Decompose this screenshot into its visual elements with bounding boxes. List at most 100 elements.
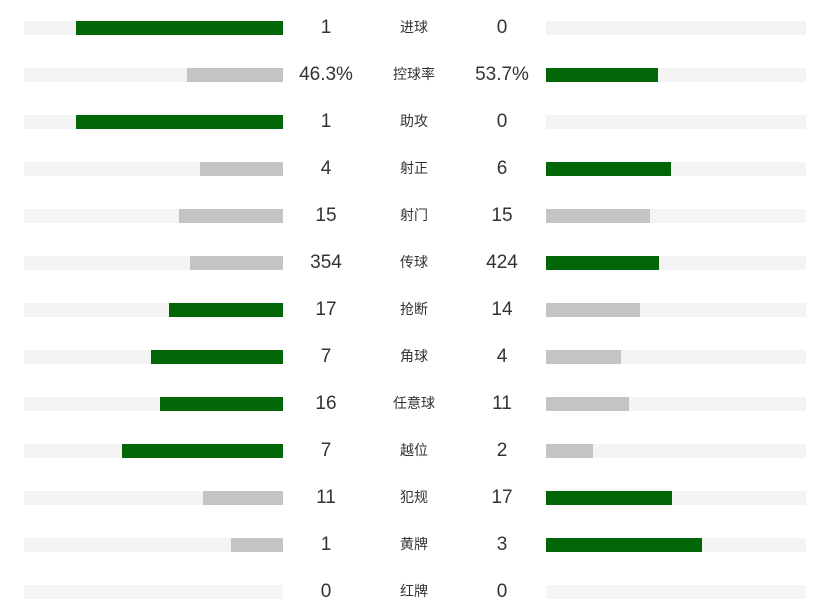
home-bar-track bbox=[24, 538, 283, 552]
home-value: 4 bbox=[320, 158, 332, 179]
stat-row: 46.3% 控球率 53.7% bbox=[0, 64, 813, 85]
stat-label: 黄牌 bbox=[400, 537, 428, 553]
stat-row: 4 射正 6 bbox=[0, 158, 813, 179]
stat-row: 7 越位 2 bbox=[0, 440, 813, 461]
stat-label: 射正 bbox=[400, 161, 428, 177]
away-value: 2 bbox=[496, 440, 508, 461]
home-bar-fill bbox=[75, 115, 283, 129]
stat-row: 11 犯规 17 bbox=[0, 487, 813, 508]
away-bar-track bbox=[546, 162, 806, 176]
away-value: 11 bbox=[492, 393, 512, 414]
home-bar-fill bbox=[189, 256, 283, 270]
home-bar-fill bbox=[122, 444, 283, 458]
stat-row: 7 角球 4 bbox=[0, 346, 813, 367]
home-value: 16 bbox=[315, 393, 337, 414]
away-value: 14 bbox=[491, 299, 513, 320]
home-bar-track bbox=[24, 350, 283, 364]
home-bar-fill bbox=[200, 162, 283, 176]
away-value: 3 bbox=[496, 534, 508, 555]
home-bar-track bbox=[24, 444, 283, 458]
home-bar-track bbox=[24, 491, 283, 505]
away-value: 0 bbox=[496, 17, 508, 38]
home-bar-fill bbox=[231, 538, 283, 552]
away-bar-track bbox=[546, 115, 806, 129]
home-bar-fill bbox=[202, 491, 283, 505]
stat-label: 控球率 bbox=[393, 67, 435, 83]
stat-label: 角球 bbox=[400, 349, 428, 365]
away-value: 0 bbox=[496, 111, 508, 132]
stat-row: 17 抢断 14 bbox=[0, 299, 813, 320]
away-bar-track bbox=[546, 209, 806, 223]
home-bar-fill bbox=[159, 397, 283, 411]
stat-label: 犯规 bbox=[400, 490, 428, 506]
home-value: 11 bbox=[316, 487, 336, 508]
home-bar-track bbox=[24, 68, 283, 82]
away-value: 4 bbox=[496, 346, 508, 367]
away-value: 424 bbox=[486, 252, 518, 273]
away-bar-fill bbox=[546, 256, 660, 270]
stat-label: 红牌 bbox=[400, 584, 428, 600]
stat-row: 1 黄牌 3 bbox=[0, 534, 813, 555]
away-bar-track bbox=[546, 397, 806, 411]
home-bar-track bbox=[24, 397, 283, 411]
home-value: 7 bbox=[320, 346, 332, 367]
away-bar-track bbox=[546, 350, 806, 364]
home-bar-track bbox=[24, 585, 283, 599]
away-bar-fill bbox=[546, 350, 622, 364]
stat-row: 0 红牌 0 bbox=[0, 581, 813, 602]
away-bar-track bbox=[546, 303, 806, 317]
away-bar-track bbox=[546, 538, 806, 552]
stat-label: 助攻 bbox=[400, 114, 428, 130]
away-value: 15 bbox=[491, 205, 513, 226]
away-bar-fill bbox=[546, 444, 593, 458]
home-value: 17 bbox=[315, 299, 337, 320]
home-value: 0 bbox=[320, 581, 332, 602]
away-bar-fill bbox=[546, 491, 673, 505]
away-bar-fill bbox=[546, 162, 671, 176]
home-bar-track bbox=[24, 303, 283, 317]
stat-label: 传球 bbox=[400, 255, 428, 271]
away-bar-track bbox=[546, 256, 806, 270]
stat-label: 任意球 bbox=[393, 396, 435, 412]
away-bar-track bbox=[546, 444, 806, 458]
home-bar-track bbox=[24, 115, 283, 129]
home-value: 46.3% bbox=[299, 64, 353, 85]
home-value: 354 bbox=[310, 252, 342, 273]
home-bar-track bbox=[24, 256, 283, 270]
away-value: 6 bbox=[496, 158, 508, 179]
away-bar-track bbox=[546, 68, 806, 82]
stat-row: 16 任意球 11 bbox=[0, 393, 813, 414]
home-value: 1 bbox=[320, 17, 332, 38]
home-bar-fill bbox=[75, 21, 283, 35]
stat-label: 进球 bbox=[400, 20, 428, 36]
home-value: 1 bbox=[320, 534, 332, 555]
stat-row: 15 射门 15 bbox=[0, 205, 813, 226]
stat-label: 抢断 bbox=[400, 302, 428, 318]
stat-row: 1 助攻 0 bbox=[0, 111, 813, 132]
away-bar-fill bbox=[546, 538, 702, 552]
stat-row: 354 传球 424 bbox=[0, 252, 813, 273]
away-bar-fill bbox=[546, 209, 650, 223]
away-bar-track bbox=[546, 21, 806, 35]
away-value: 17 bbox=[491, 487, 513, 508]
home-value: 1 bbox=[320, 111, 332, 132]
away-bar-fill bbox=[546, 68, 658, 82]
away-bar-track bbox=[546, 585, 806, 599]
away-bar-fill bbox=[546, 397, 630, 411]
stat-label: 越位 bbox=[400, 443, 428, 459]
away-value: 0 bbox=[496, 581, 508, 602]
home-value: 7 bbox=[320, 440, 332, 461]
stat-label: 射门 bbox=[400, 208, 428, 224]
away-value: 53.7% bbox=[475, 64, 529, 85]
home-bar-track bbox=[24, 21, 283, 35]
away-bar-track bbox=[546, 491, 806, 505]
away-bar-fill bbox=[546, 303, 640, 317]
home-bar-fill bbox=[187, 68, 283, 82]
home-bar-track bbox=[24, 162, 283, 176]
home-bar-fill bbox=[169, 303, 283, 317]
home-bar-fill bbox=[150, 350, 283, 364]
home-bar-track bbox=[24, 209, 283, 223]
home-bar-fill bbox=[179, 209, 283, 223]
home-value: 15 bbox=[315, 205, 337, 226]
stat-row: 1 进球 0 bbox=[0, 17, 813, 38]
